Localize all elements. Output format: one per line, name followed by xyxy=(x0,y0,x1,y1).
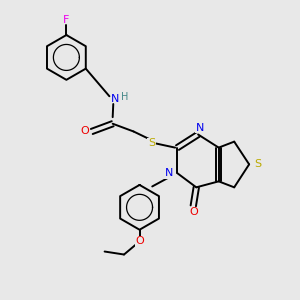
Text: N: N xyxy=(165,168,173,178)
Text: S: S xyxy=(254,159,261,169)
Text: O: O xyxy=(189,207,198,218)
Text: F: F xyxy=(63,14,70,25)
Text: N: N xyxy=(111,94,119,103)
Text: O: O xyxy=(135,236,144,246)
Text: O: O xyxy=(81,127,90,136)
Text: N: N xyxy=(195,123,204,133)
Text: S: S xyxy=(148,138,155,148)
Text: H: H xyxy=(121,92,128,102)
